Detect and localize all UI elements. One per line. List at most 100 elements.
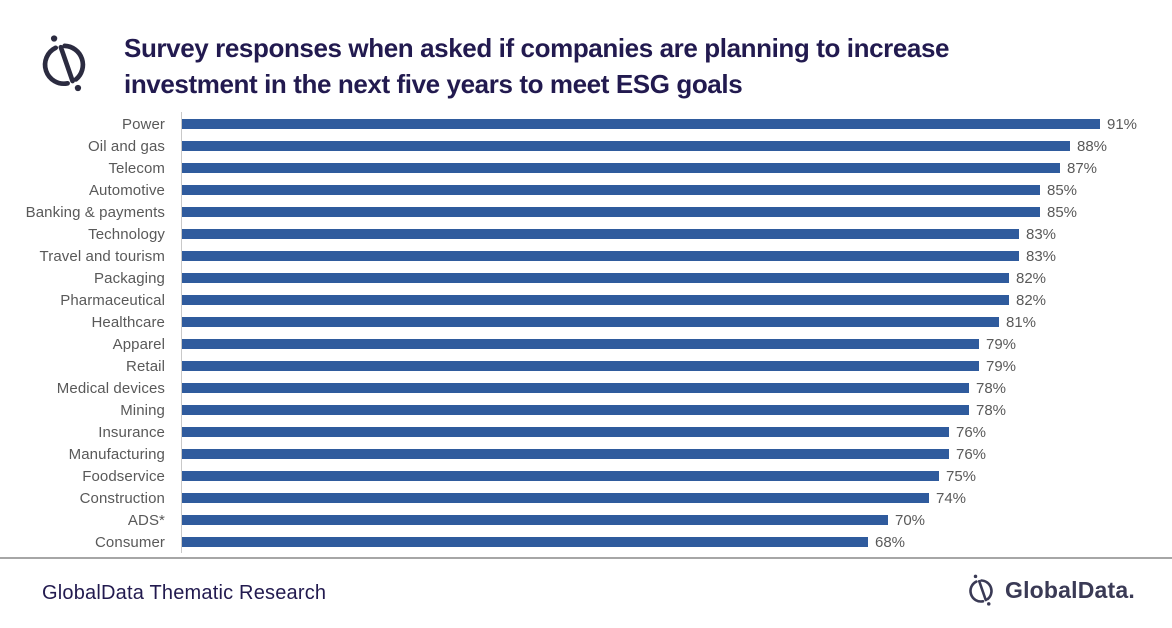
category-label: ADS* <box>127 511 165 529</box>
category-label: Retail <box>126 357 165 375</box>
bar-zone: 85% <box>182 179 1172 201</box>
bar-row: Banking & payments 85% <box>0 201 1172 223</box>
category-label: Healthcare <box>91 313 165 331</box>
bar <box>182 185 1040 195</box>
globaldata-mark-icon <box>969 574 993 606</box>
bar <box>182 273 1009 283</box>
bar-zone: 76% <box>182 421 1172 443</box>
bar-row: Consumer 68% <box>0 531 1172 553</box>
bar <box>182 383 969 393</box>
bar-zone: 82% <box>182 289 1172 311</box>
value-label: 68% <box>875 533 906 551</box>
value-label: 85% <box>1047 181 1078 199</box>
category-label: Power <box>121 115 165 133</box>
category-label: Foodservice <box>82 467 165 485</box>
bar-rows: Power 91% Oil and gas 88% Telecom 87% Au… <box>0 113 1172 553</box>
bar-zone: 83% <box>182 223 1172 245</box>
bar-row: Automotive 85% <box>0 179 1172 201</box>
brand-lockup: GlobalData. <box>966 572 1135 608</box>
value-label: 82% <box>1016 291 1047 309</box>
value-label: 83% <box>1026 225 1057 243</box>
category-label: Manufacturing <box>68 445 165 463</box>
value-label: 83% <box>1026 247 1057 265</box>
chart-title: Survey responses when asked if companies… <box>124 30 950 102</box>
bar <box>182 427 949 437</box>
bar-zone: 78% <box>182 399 1172 421</box>
bar <box>182 251 1019 261</box>
value-label: 87% <box>1067 159 1098 177</box>
footer-divider <box>0 557 1172 559</box>
category-label: Pharmaceutical <box>60 291 165 309</box>
bar-zone: 85% <box>182 201 1172 223</box>
bar-row: Packaging 82% <box>0 267 1172 289</box>
value-label: 70% <box>895 511 926 529</box>
value-label: 76% <box>956 423 987 441</box>
bar-row: Insurance 76% <box>0 421 1172 443</box>
value-label: 76% <box>956 445 987 463</box>
bar <box>182 229 1019 239</box>
bar-row: Medical devices 78% <box>0 377 1172 399</box>
category-label: Travel and tourism <box>39 247 165 265</box>
globaldata-mark-icon <box>42 35 86 92</box>
value-label: 75% <box>946 467 977 485</box>
bar-zone: 78% <box>182 377 1172 399</box>
category-label: Mining <box>120 401 165 419</box>
value-label: 79% <box>986 357 1017 375</box>
bar <box>182 339 979 349</box>
value-label: 79% <box>986 335 1017 353</box>
bar-zone: 87% <box>182 157 1172 179</box>
bar <box>182 361 979 371</box>
category-label: Technology <box>88 225 165 243</box>
bar <box>182 141 1070 151</box>
value-label: 74% <box>936 489 967 507</box>
bar <box>182 471 939 481</box>
bar-row: Apparel 79% <box>0 333 1172 355</box>
bar-zone: 81% <box>182 311 1172 333</box>
bar <box>182 405 969 415</box>
bar-zone: 74% <box>182 487 1172 509</box>
value-label: 91% <box>1107 115 1138 133</box>
value-label: 78% <box>976 379 1007 397</box>
bar-row: Pharmaceutical 82% <box>0 289 1172 311</box>
category-label: Banking & payments <box>25 203 165 221</box>
category-label: Medical devices <box>56 379 165 397</box>
bar-row: Travel and tourism 83% <box>0 245 1172 267</box>
category-label: Telecom <box>108 159 165 177</box>
bar <box>182 515 888 525</box>
bar-zone: 82% <box>182 267 1172 289</box>
bar-row: Retail 79% <box>0 355 1172 377</box>
bar-zone: 68% <box>182 531 1172 553</box>
bar-chart: Power 91% Oil and gas 88% Telecom 87% Au… <box>0 112 1172 553</box>
bar-zone: 75% <box>182 465 1172 487</box>
bar-zone: 79% <box>182 333 1172 355</box>
bar-zone: 76% <box>182 443 1172 465</box>
category-label: Packaging <box>94 269 165 287</box>
bar-row: Power 91% <box>0 113 1172 135</box>
bar-zone: 88% <box>182 135 1172 157</box>
bar-zone: 70% <box>182 509 1172 531</box>
category-label: Construction <box>79 489 165 507</box>
bar-row: Technology 83% <box>0 223 1172 245</box>
value-label: 85% <box>1047 203 1078 221</box>
value-label: 82% <box>1016 269 1047 287</box>
bar-row: Manufacturing 76% <box>0 443 1172 465</box>
chart-title-line2: investment in the next five years to mee… <box>124 69 743 99</box>
bar-row: Oil and gas 88% <box>0 135 1172 157</box>
brand-wordmark: GlobalData. <box>1004 576 1135 603</box>
bar <box>182 317 999 327</box>
bar <box>182 449 949 459</box>
category-label: Oil and gas <box>88 137 165 155</box>
category-label: Insurance <box>98 423 165 441</box>
category-label: Apparel <box>112 335 165 353</box>
bar <box>182 163 1060 173</box>
bar <box>182 295 1009 305</box>
bar-row: Foodservice 75% <box>0 465 1172 487</box>
bar-row: Construction 74% <box>0 487 1172 509</box>
bar <box>182 537 868 547</box>
bar-row: Mining 78% <box>0 399 1172 421</box>
source-text: GlobalData Thematic Research <box>42 582 327 604</box>
bar-row: Healthcare 81% <box>0 311 1172 333</box>
bar <box>182 207 1040 217</box>
bar-zone: 83% <box>182 245 1172 267</box>
